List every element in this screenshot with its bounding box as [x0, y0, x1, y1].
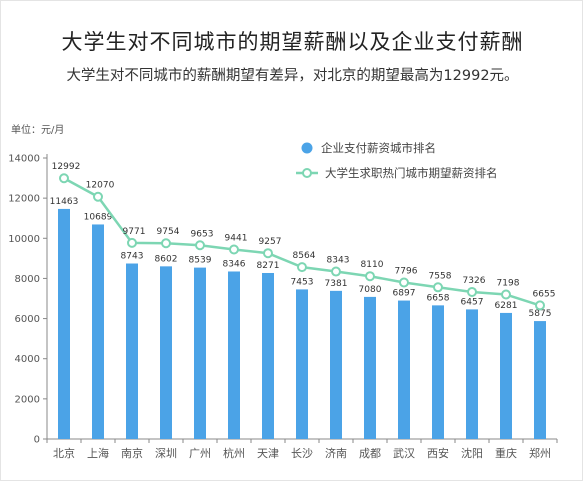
chart-subtitle: 大学生对不同城市的薪酬期望有差异，对北京的期望最高为12992元。 [66, 68, 519, 84]
bar-value-label: 6897 [393, 289, 416, 299]
line-point [331, 266, 341, 277]
bar [534, 321, 546, 439]
line-point [365, 271, 375, 282]
y-tick-label: 14000 [8, 154, 40, 165]
line-value-label: 9653 [191, 229, 214, 239]
y-unit-label: 单位：元/月 [11, 123, 64, 136]
x-tick-label: 南京 [121, 446, 143, 460]
bar [330, 290, 342, 439]
bar-value-label: 7381 [325, 279, 348, 289]
y-tick-label: 10000 [8, 234, 40, 245]
bar-value-label: 8271 [257, 261, 280, 271]
x-tick-label: 沈阳 [461, 446, 483, 460]
bar-value-label: 6658 [427, 293, 450, 303]
line-point [263, 248, 273, 259]
line-value-label: 8110 [361, 260, 384, 270]
line-point [59, 173, 69, 184]
x-tick-label: 杭州 [223, 446, 245, 460]
legend-line-label: 大学生求职热门城市期望薪资排名 [325, 166, 498, 180]
bar-value-label: 5875 [529, 309, 552, 319]
bar [364, 296, 376, 439]
x-tick-label: 上海 [87, 446, 109, 460]
x-tick-label: 西安 [427, 446, 449, 460]
line-value-label: 6655 [533, 289, 556, 299]
legend-bar-label: 企业支付薪资城市排名 [321, 141, 436, 155]
x-tick-label: 北京 [53, 446, 75, 460]
line-point [535, 300, 545, 311]
line-point [399, 277, 409, 288]
x-tick-label: 济南 [325, 446, 347, 460]
line-value-label: 8564 [293, 251, 316, 261]
line-point [93, 191, 103, 202]
bar-value-label: 6281 [495, 301, 518, 311]
line-point [127, 237, 137, 248]
line-value-label: 12070 [86, 181, 115, 191]
x-tick-label: 深圳 [155, 447, 177, 460]
line-point [161, 238, 171, 249]
line-point [195, 240, 205, 251]
line-point [433, 282, 443, 293]
bar-value-label: 8539 [189, 256, 212, 266]
axes: 0 2000 4000 6000 8000 10000 12000 14000 北京 上海 南京 深圳… [8, 154, 558, 460]
chart-title: 大学生对不同城市的期望薪酬以及企业支付薪酬 [61, 30, 524, 54]
bar [398, 300, 410, 439]
bar-series: 11463 10689 8743 8602 8539 8346 8271 7453 7381 70… [50, 197, 552, 439]
x-tick-label: 天津 [257, 447, 279, 460]
y-tick-label: 4000 [15, 354, 40, 365]
line-value-label: 9441 [225, 234, 248, 244]
line-value-label: 7796 [395, 267, 418, 277]
line-value-label: 9257 [259, 237, 282, 247]
bar [228, 271, 240, 439]
line-value-label: 12992 [52, 162, 81, 172]
x-tick-label: 长沙 [291, 447, 313, 460]
bar [92, 224, 104, 439]
bar [432, 305, 444, 439]
y-tick-label: 0 [34, 435, 40, 446]
line-value-label: 7326 [463, 276, 486, 286]
bar [262, 272, 274, 439]
y-tick-label: 12000 [8, 194, 40, 205]
bar [296, 289, 308, 439]
bar-value-label: 8743 [121, 252, 144, 262]
bar [466, 309, 478, 439]
line-value-label: 9771 [123, 227, 146, 237]
line-value-label: 8343 [327, 256, 350, 266]
x-tick-label: 郑州 [529, 446, 551, 460]
line-point [467, 286, 477, 297]
bar [500, 312, 512, 439]
bar-value-label: 7080 [359, 285, 382, 295]
bar-value-label: 11463 [50, 197, 79, 207]
y-tick-label: 2000 [15, 394, 40, 405]
x-tick-label: 成都 [359, 447, 381, 460]
line-series: 12992 12070 9771 9754 9653 9441 9257 8564 8343 81… [52, 162, 556, 311]
bar [194, 267, 206, 439]
bar [58, 208, 70, 439]
y-tick-label: 6000 [15, 314, 40, 325]
line-point [297, 262, 307, 273]
y-tick-label: 8000 [15, 274, 40, 285]
x-tick-label: 重庆 [495, 446, 517, 460]
x-tick-label: 广州 [189, 447, 211, 460]
bar-value-label: 7453 [291, 277, 314, 287]
x-tick-label: 武汉 [393, 447, 415, 460]
legend-bar-swatch [301, 142, 313, 154]
line-point [501, 289, 511, 300]
bar-value-label: 8602 [155, 254, 178, 264]
bar [126, 263, 138, 439]
bar-value-label: 6457 [461, 297, 484, 307]
bar-value-label: 8346 [223, 259, 246, 269]
line-value-label: 7558 [429, 271, 452, 281]
line-value-label: 9754 [157, 227, 180, 237]
line-point [229, 244, 239, 255]
line-value-label: 7198 [497, 279, 520, 289]
legend-line-marker [302, 168, 312, 178]
bar-value-label: 10689 [84, 212, 113, 222]
bar [160, 266, 172, 439]
